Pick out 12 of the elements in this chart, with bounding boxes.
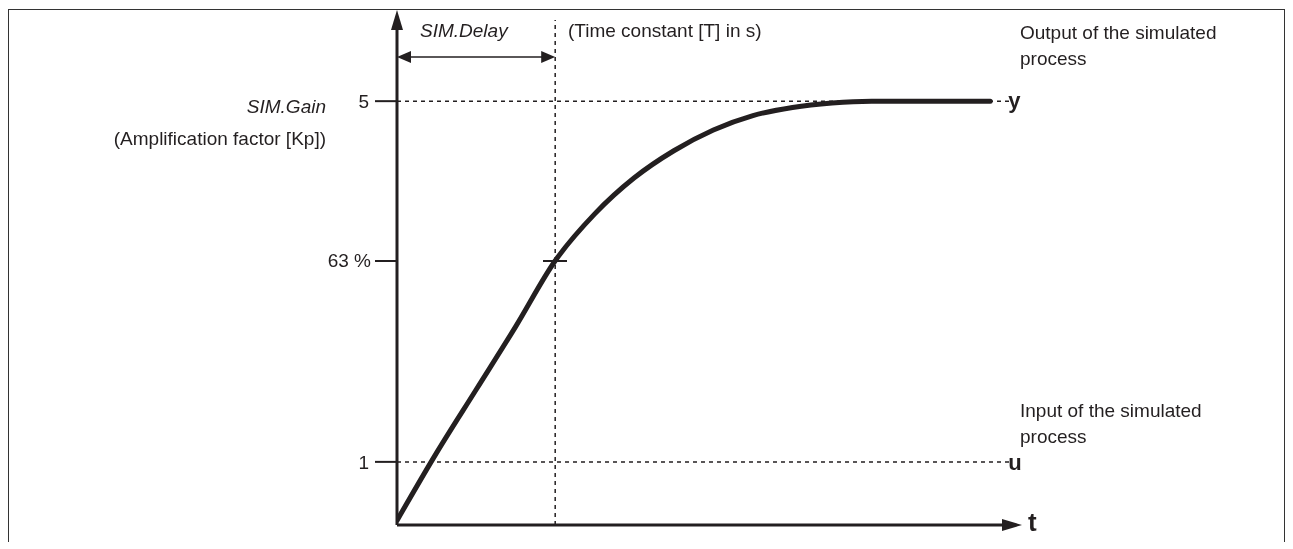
x-axis-title: t — [1028, 507, 1037, 537]
y-tick-label: 1 — [358, 451, 369, 473]
y-tick-label: 5 — [358, 90, 369, 112]
annotation: (Time constant [T] in s) — [568, 19, 762, 43]
text: SIM.Gain — [246, 95, 326, 119]
series-label: y — [1008, 88, 1022, 114]
text: Input of the simulated process — [1020, 399, 1203, 449]
text: Output of the simulated process — [1020, 21, 1218, 71]
ref-line-label: u — [1008, 449, 1022, 475]
annotation: SIM.Delay — [420, 19, 508, 43]
text: (Amplification factor [Kp]) — [113, 127, 326, 151]
text: 63 % — [327, 248, 371, 273]
